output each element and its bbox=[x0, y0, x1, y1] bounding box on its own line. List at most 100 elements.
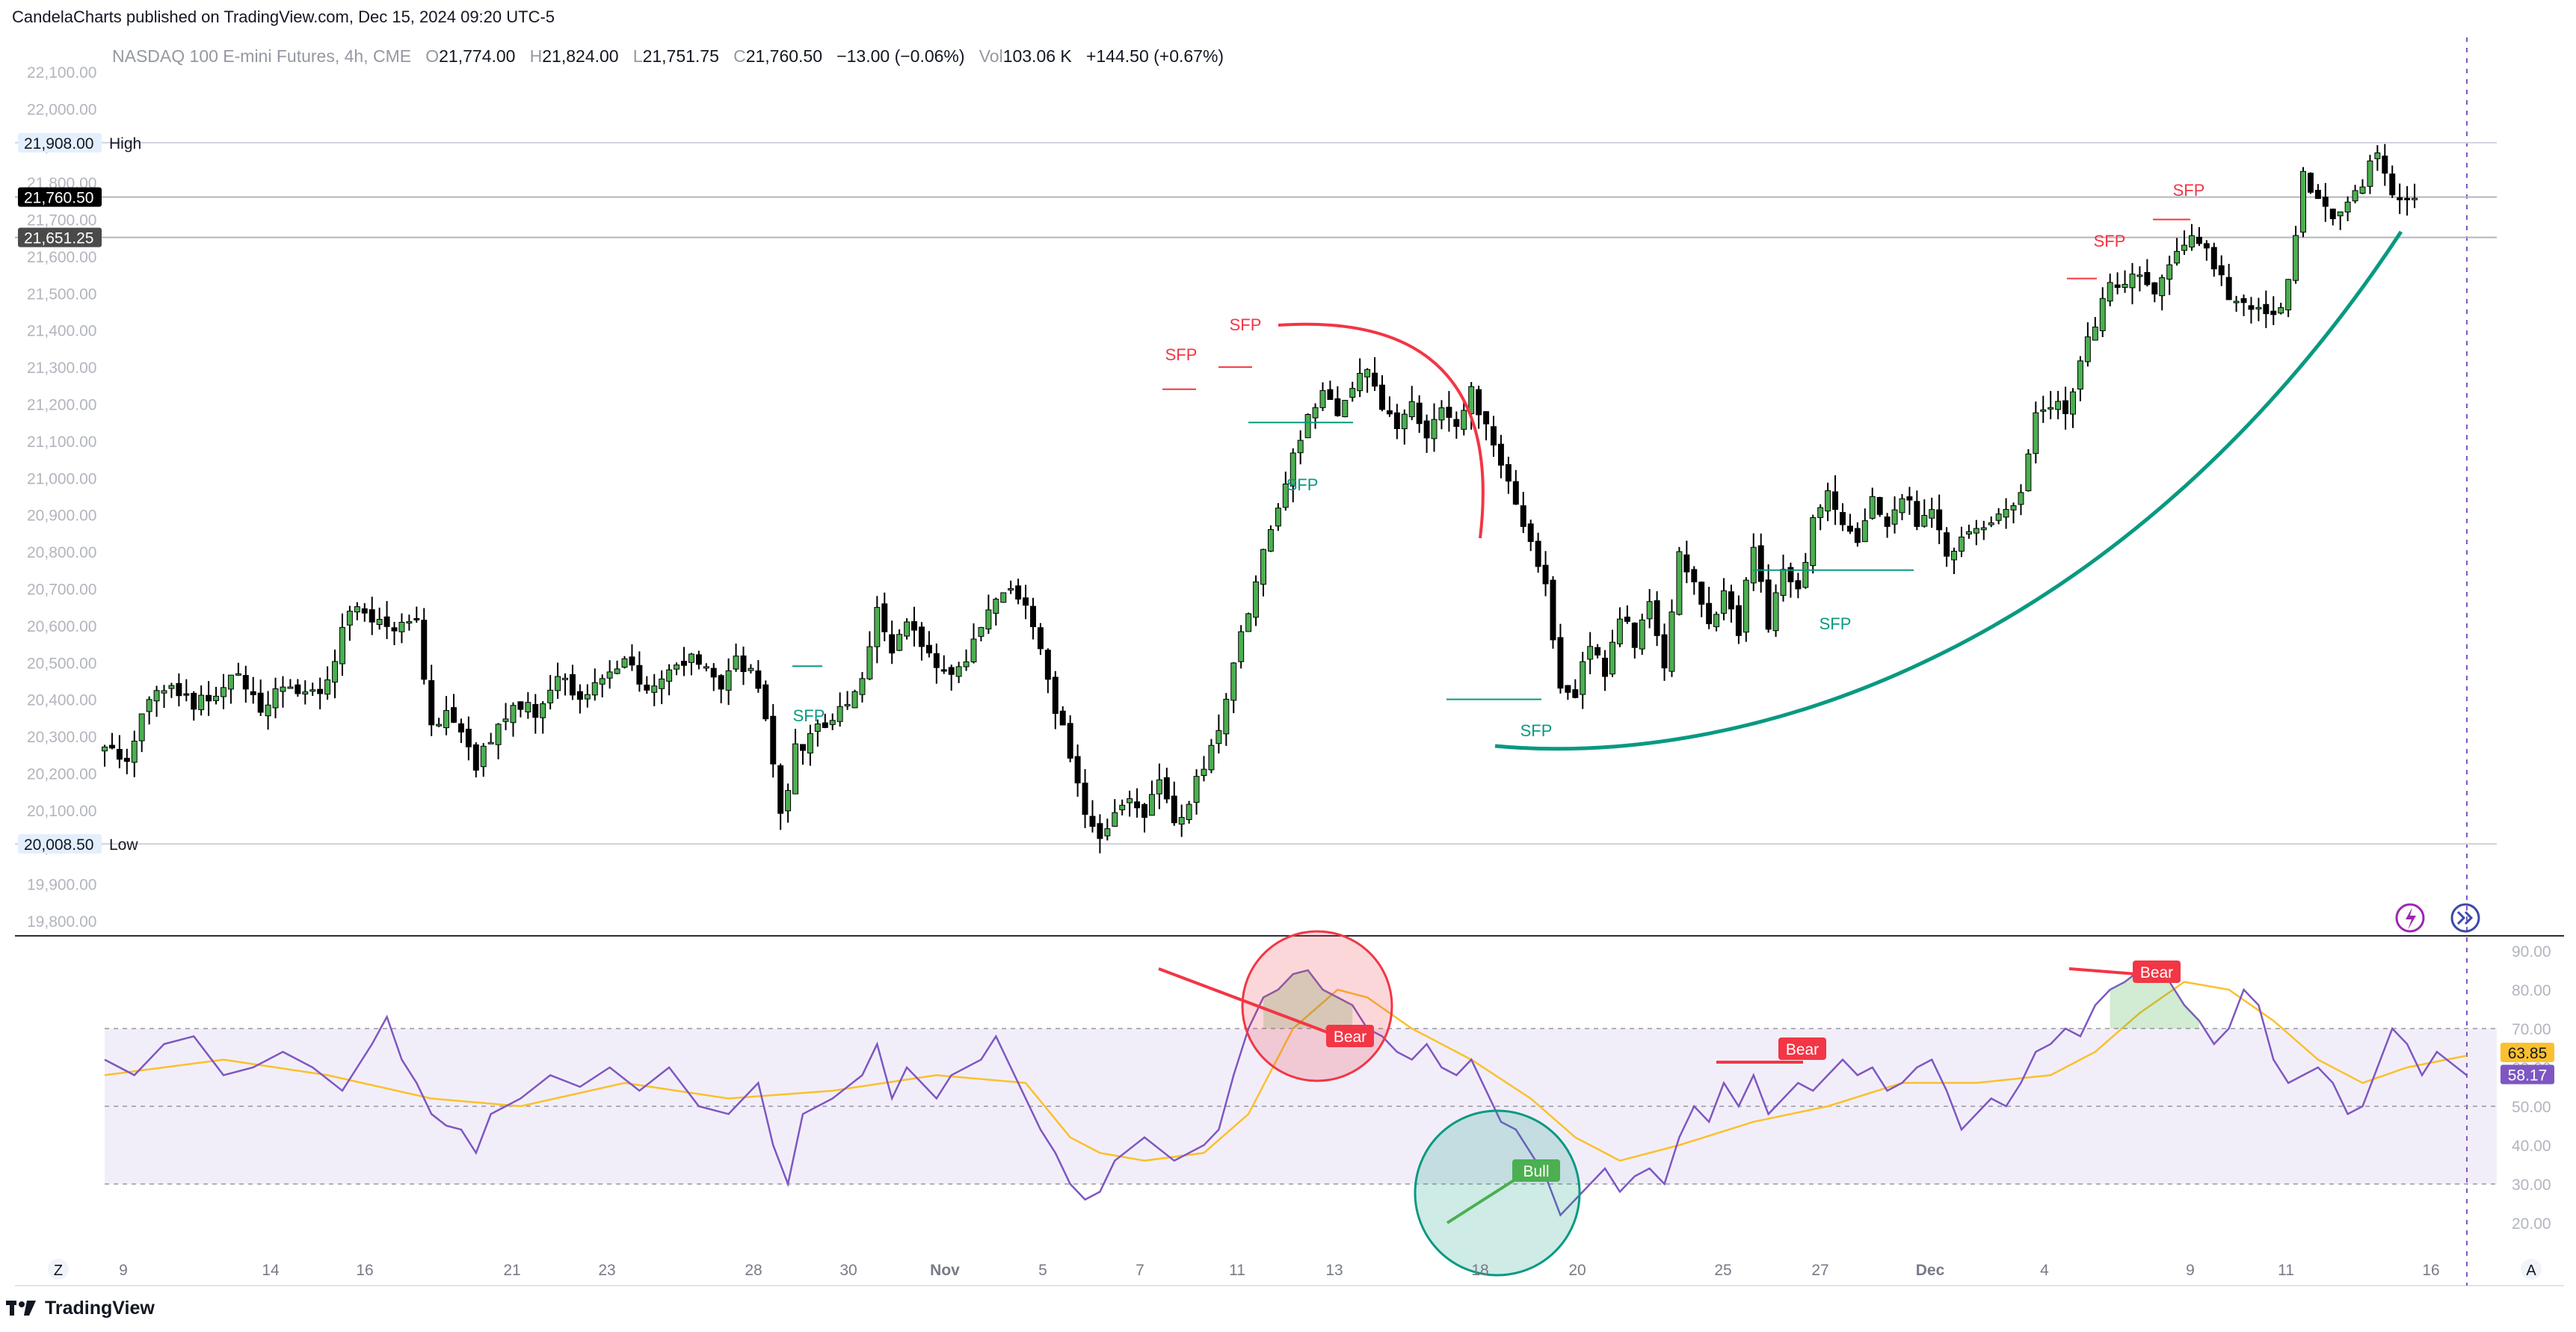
prev-close-tag: 21,651.25 bbox=[24, 230, 93, 247]
bear-divergence-line[interactable] bbox=[1158, 967, 1354, 1043]
bull-label[interactable]: Bull bbox=[1523, 1163, 1549, 1180]
candle-bullish bbox=[1995, 514, 2002, 521]
sfp-label-teal[interactable]: SFP bbox=[793, 706, 825, 725]
time-tick-label: 11 bbox=[2278, 1262, 2294, 1279]
candle-bullish bbox=[280, 686, 286, 692]
time-tick-label: 18 bbox=[1471, 1262, 1488, 1279]
scroll-to-realtime-icon[interactable] bbox=[2450, 903, 2480, 933]
time-tick-label: Dec bbox=[1916, 1262, 1945, 1279]
bearish-divergence-circle[interactable] bbox=[1241, 930, 1393, 1082]
price-tick-label: 19,900.00 bbox=[27, 877, 96, 894]
candle-bearish bbox=[1944, 532, 1950, 557]
candle-bullish bbox=[985, 609, 992, 629]
sfp-label-teal[interactable]: SFP bbox=[1520, 721, 1553, 740]
sfp-label-red[interactable]: SFP bbox=[1165, 345, 1198, 364]
candle-bearish bbox=[317, 688, 324, 694]
candle-bearish bbox=[1327, 389, 1334, 400]
time-tick-label: 14 bbox=[262, 1262, 280, 1279]
rsi-line[interactable] bbox=[104, 969, 2468, 1217]
candle-bullish bbox=[659, 678, 665, 689]
candle-bullish bbox=[2099, 297, 2106, 331]
bear-label[interactable]: Bear bbox=[2140, 964, 2173, 981]
candle-bearish bbox=[644, 684, 650, 691]
candle-bullish bbox=[324, 679, 331, 695]
candle-bullish bbox=[859, 678, 866, 695]
candle-bullish bbox=[2166, 264, 2173, 280]
price-tick-label: 21,000.00 bbox=[27, 470, 96, 487]
tradingview-brand[interactable]: TradingView bbox=[6, 1298, 155, 1319]
zoom-button[interactable] bbox=[48, 1259, 69, 1280]
candle-bearish bbox=[940, 669, 947, 672]
bear-label-bg[interactable] bbox=[1326, 1025, 1374, 1047]
candle-bearish bbox=[1565, 685, 1571, 693]
bear-label[interactable]: Bear bbox=[1786, 1041, 1819, 1058]
auto-scale-button[interactable] bbox=[2521, 1259, 2542, 1280]
auto-scale-button-label[interactable]: A bbox=[2526, 1262, 2536, 1279]
zoom-button-label[interactable]: Z bbox=[54, 1262, 63, 1279]
candle-bearish bbox=[383, 616, 390, 627]
candle-bullish bbox=[406, 621, 413, 624]
change-value: −13.00 (−0.06%) bbox=[836, 46, 965, 66]
candle-bullish bbox=[2278, 307, 2284, 314]
time-tick-label: 7 bbox=[1136, 1262, 1144, 1279]
candle-bearish bbox=[1527, 523, 1534, 543]
candle-bearish bbox=[2382, 155, 2388, 174]
bearish-arc-drawing[interactable] bbox=[1278, 322, 1485, 539]
candle-bearish bbox=[391, 627, 398, 632]
candle-bullish bbox=[1980, 527, 1987, 531]
sfp-label-teal[interactable]: SFP bbox=[1819, 614, 1852, 633]
candle-bearish bbox=[206, 694, 212, 702]
candle-bullish bbox=[1743, 579, 1749, 633]
candle-bearish bbox=[948, 667, 955, 675]
candle-bearish bbox=[116, 749, 123, 760]
candle-bullish bbox=[1201, 768, 1207, 776]
time-tick-label: 9 bbox=[2186, 1262, 2195, 1279]
candle-bullish bbox=[733, 656, 739, 670]
candle-bullish bbox=[161, 690, 167, 694]
candle-bullish bbox=[1973, 528, 1979, 534]
candle-bearish bbox=[1052, 676, 1059, 715]
candle-bearish bbox=[2210, 247, 2217, 270]
candle-bearish bbox=[451, 707, 457, 723]
symbol-title[interactable]: NASDAQ 100 E-mini Futures, 4h, CME bbox=[112, 46, 412, 66]
candle-bearish bbox=[755, 670, 762, 689]
last-price-tag-bg bbox=[18, 187, 102, 207]
sfp-label-red[interactable]: SFP bbox=[2173, 181, 2205, 200]
candle-bearish bbox=[1334, 398, 1341, 416]
candle-bullish bbox=[1245, 613, 1252, 632]
candle-bullish bbox=[2174, 250, 2181, 264]
candle-bearish bbox=[1661, 634, 1668, 669]
bear-label-bg[interactable] bbox=[1778, 1037, 1826, 1060]
candle-bullish bbox=[1668, 611, 1675, 672]
candle-bullish bbox=[198, 694, 205, 710]
bull-label-bg[interactable] bbox=[1512, 1159, 1560, 1182]
high-label: High bbox=[109, 135, 141, 152]
high-value-tag-bg bbox=[18, 132, 102, 152]
candle-bearish bbox=[369, 609, 375, 623]
candle-bullish bbox=[1364, 369, 1371, 377]
candle-bullish bbox=[1215, 730, 1222, 744]
candle-bullish bbox=[376, 619, 383, 626]
candle-bearish bbox=[1683, 554, 1690, 573]
bullish-divergence-circle[interactable] bbox=[1414, 1109, 1581, 1277]
candle-bullish bbox=[1230, 662, 1237, 701]
bear-label-bg[interactable] bbox=[2133, 961, 2181, 983]
candle-bearish bbox=[1594, 647, 1601, 656]
sfp-label-red[interactable]: SFP bbox=[2094, 232, 2126, 250]
sfp-label-teal[interactable]: SFP bbox=[1287, 475, 1319, 494]
candle-bullish bbox=[220, 687, 227, 697]
candle-bullish bbox=[1802, 561, 1809, 588]
candle-bullish bbox=[1112, 812, 1118, 827]
candle-bearish bbox=[428, 679, 435, 726]
bear-label[interactable]: Bear bbox=[1334, 1029, 1366, 1046]
bullish-arc-drawing[interactable] bbox=[1494, 230, 2403, 751]
sfp-label-red[interactable]: SFP bbox=[1230, 315, 1262, 334]
lightning-icon[interactable] bbox=[2395, 903, 2425, 933]
candle-bullish bbox=[2040, 409, 2047, 412]
candle-bearish bbox=[1654, 600, 1660, 636]
candle-bullish bbox=[495, 724, 502, 745]
candle-bearish bbox=[1015, 585, 1022, 600]
candle-bullish bbox=[131, 741, 138, 763]
open-value: 21,774.00 bbox=[439, 46, 516, 66]
